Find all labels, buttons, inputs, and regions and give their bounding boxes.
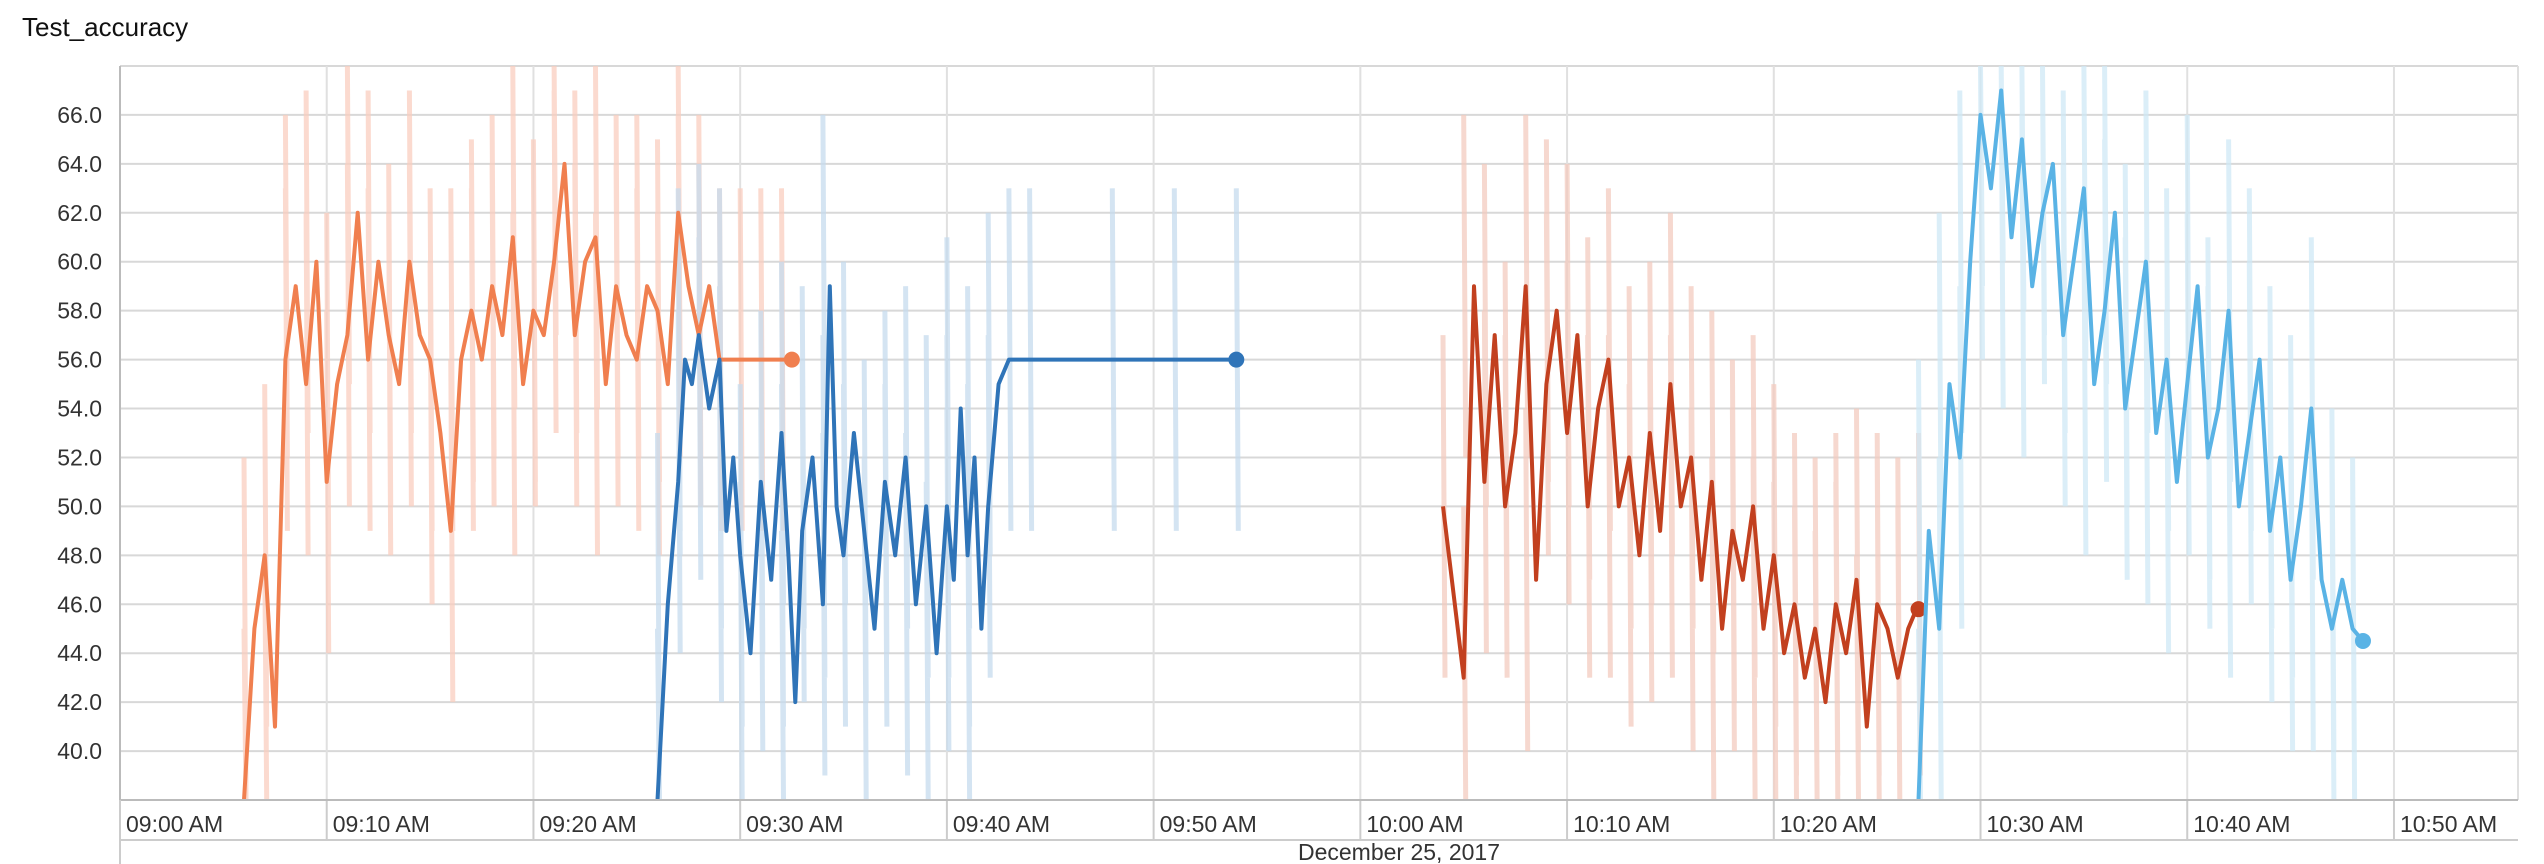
x-tick-label: 09:00 AM [126,811,223,837]
y-tick-label: 56.0 [57,347,102,373]
y-tick-label: 62.0 [57,200,102,226]
y-tick-label: 44.0 [57,640,102,666]
series-3-line [1916,88,2365,801]
y-tick-label: 48.0 [57,542,102,568]
x-tick-label: 10:40 AM [2193,811,2290,837]
x-tick-label: 10:10 AM [1573,811,1670,837]
series-0-line [242,161,792,801]
series-1-endpoint [1228,351,1245,368]
y-tick-label: 54.0 [57,396,102,422]
y-tick-label: 60.0 [57,249,102,275]
y-tick-label: 64.0 [57,151,102,177]
x-tick-label: 10:00 AM [1366,811,1463,837]
y-tick-label: 66.0 [57,102,102,128]
y-tick-label: 50.0 [57,493,102,519]
y-tick-label: 46.0 [57,591,102,617]
x-tick-label: 09:30 AM [746,811,843,837]
x-tick-label: 10:30 AM [1987,811,2084,837]
series-0-endpoint [783,351,800,368]
x-tick-label: 09:20 AM [539,811,636,837]
series-3-endpoint [2354,632,2371,649]
y-tick-label: 40.0 [57,738,102,764]
series-2-line [1441,284,1921,729]
x-tick-label: 10:20 AM [1780,811,1877,837]
x-tick-label: 09:10 AM [333,811,430,837]
y-tick-label: 42.0 [57,689,102,715]
x-tick-label: 10:50 AM [2400,811,2497,837]
x-tick-label: 09:50 AM [1160,811,1257,837]
y-tick-label: 52.0 [57,444,102,470]
y-tick-label: 58.0 [57,298,102,324]
series-1-line [655,284,1237,801]
chart-title: Test_accuracy [22,12,189,42]
series-3-raw-trace [1916,65,2358,801]
series-2-endpoint [1910,601,1927,618]
x-axis-label: December 25, 2017 [1298,839,1500,864]
x-tick-label: 09:40 AM [953,811,1050,837]
